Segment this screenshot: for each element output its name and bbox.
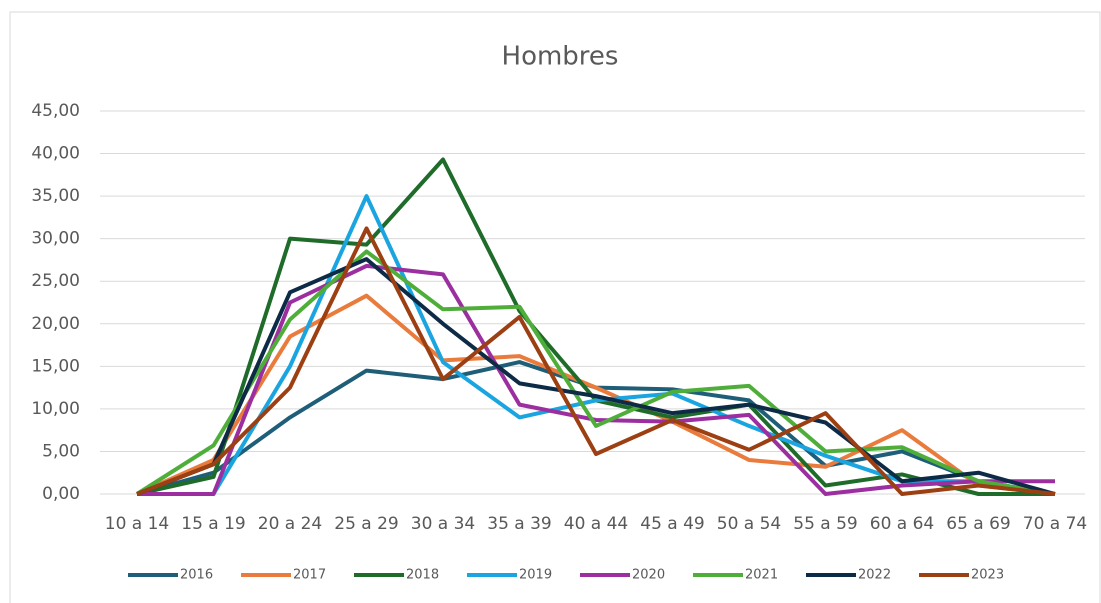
legend-label: 2018: [406, 568, 439, 583]
y-tick-label: 0,00: [42, 484, 80, 504]
y-tick-label: 5,00: [42, 441, 80, 461]
x-tick-label: 45 a 49: [640, 514, 705, 534]
x-tick-label: 70 a 74: [1023, 514, 1088, 534]
x-tick-label: 30 a 34: [411, 514, 476, 534]
y-tick-label: 35,00: [31, 186, 80, 206]
y-tick-label: 40,00: [31, 144, 80, 164]
y-tick-label: 45,00: [31, 101, 80, 121]
series-line: [136, 257, 1056, 496]
series-line: [136, 293, 1056, 496]
y-tick-label: 20,00: [31, 314, 80, 334]
legend-label: 2020: [632, 568, 665, 583]
legend-label: 2022: [858, 568, 891, 583]
chart-title: Hombres: [502, 42, 619, 72]
x-tick-label: 65 a 69: [946, 514, 1011, 534]
x-tick-label: 55 a 59: [793, 514, 858, 534]
x-tick-label: 25 a 29: [334, 514, 399, 534]
legend-label: 2021: [745, 568, 778, 583]
x-tick-label: 60 a 64: [870, 514, 935, 534]
x-tick-label: 10 a 14: [105, 514, 170, 534]
y-tick-label: 30,00: [31, 229, 80, 249]
x-tick-label: 20 a 24: [258, 514, 323, 534]
y-tick-label: 15,00: [31, 356, 80, 376]
x-tick-label: 15 a 19: [181, 514, 246, 534]
y-tick-label: 10,00: [31, 399, 80, 419]
x-tick-label: 50 a 54: [717, 514, 782, 534]
x-tick-label: 40 a 44: [564, 514, 629, 534]
y-tick-label: 25,00: [31, 271, 80, 291]
series-line: [136, 226, 1056, 496]
series-line: [137, 263, 1055, 496]
legend-label: 2019: [519, 568, 552, 583]
chart-frame: [9, 11, 1101, 603]
legend-label: 2023: [971, 568, 1004, 583]
legend-label: 2017: [293, 568, 326, 583]
x-tick-label: 35 a 39: [487, 514, 552, 534]
series-line: [135, 249, 1056, 496]
legend-label: 2016: [180, 568, 213, 583]
